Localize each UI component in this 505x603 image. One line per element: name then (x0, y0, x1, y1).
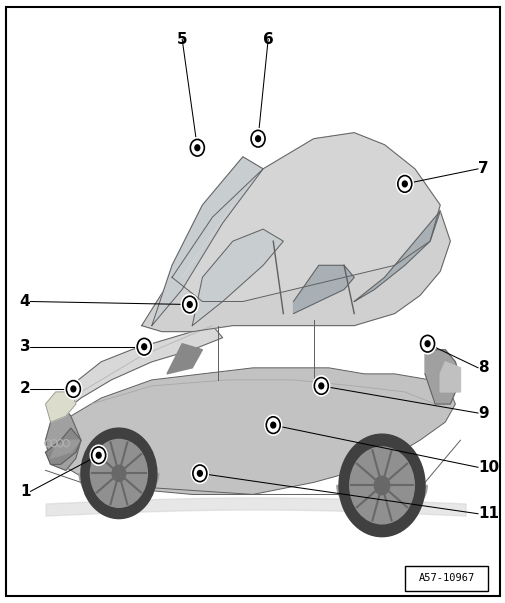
Circle shape (194, 145, 199, 151)
Polygon shape (167, 344, 202, 374)
Polygon shape (45, 368, 454, 494)
Circle shape (141, 344, 146, 350)
FancyBboxPatch shape (404, 566, 487, 591)
Text: A57-10967: A57-10967 (418, 573, 474, 583)
Text: 1: 1 (20, 484, 30, 499)
Circle shape (65, 379, 82, 399)
Text: 9: 9 (477, 406, 488, 420)
Circle shape (249, 128, 266, 149)
Circle shape (96, 452, 101, 458)
Polygon shape (439, 362, 460, 392)
Circle shape (181, 294, 198, 315)
Polygon shape (50, 326, 222, 422)
Text: 5: 5 (177, 32, 187, 46)
Circle shape (191, 463, 208, 484)
Circle shape (318, 383, 323, 389)
Polygon shape (45, 404, 81, 470)
Polygon shape (152, 157, 263, 326)
Text: 3: 3 (20, 339, 30, 354)
Text: 11: 11 (477, 507, 498, 521)
Circle shape (188, 137, 206, 158)
Circle shape (395, 174, 413, 194)
Polygon shape (172, 133, 439, 302)
Polygon shape (79, 473, 159, 505)
Circle shape (255, 136, 260, 142)
Circle shape (112, 466, 125, 481)
Circle shape (135, 336, 153, 357)
Circle shape (90, 440, 147, 507)
Circle shape (401, 181, 407, 187)
Polygon shape (336, 485, 426, 519)
Circle shape (264, 415, 281, 435)
Circle shape (312, 376, 329, 396)
Text: 2: 2 (20, 382, 30, 396)
Circle shape (338, 434, 424, 537)
Text: 6: 6 (262, 32, 273, 46)
Polygon shape (192, 229, 283, 326)
Circle shape (71, 386, 76, 392)
Polygon shape (50, 440, 81, 458)
Text: 7: 7 (477, 162, 488, 176)
Circle shape (197, 470, 202, 476)
Polygon shape (141, 145, 449, 332)
Circle shape (270, 422, 275, 428)
Circle shape (90, 445, 107, 466)
Text: 8: 8 (477, 361, 488, 375)
Circle shape (418, 333, 435, 354)
Polygon shape (293, 265, 354, 314)
Polygon shape (424, 350, 460, 404)
Circle shape (374, 476, 389, 494)
Circle shape (424, 341, 429, 347)
Circle shape (349, 447, 414, 524)
Polygon shape (45, 428, 81, 464)
Circle shape (81, 428, 157, 519)
Polygon shape (45, 392, 76, 422)
Polygon shape (354, 211, 439, 302)
Circle shape (187, 302, 192, 308)
Text: 4: 4 (20, 294, 30, 309)
Text: 10: 10 (477, 460, 498, 475)
